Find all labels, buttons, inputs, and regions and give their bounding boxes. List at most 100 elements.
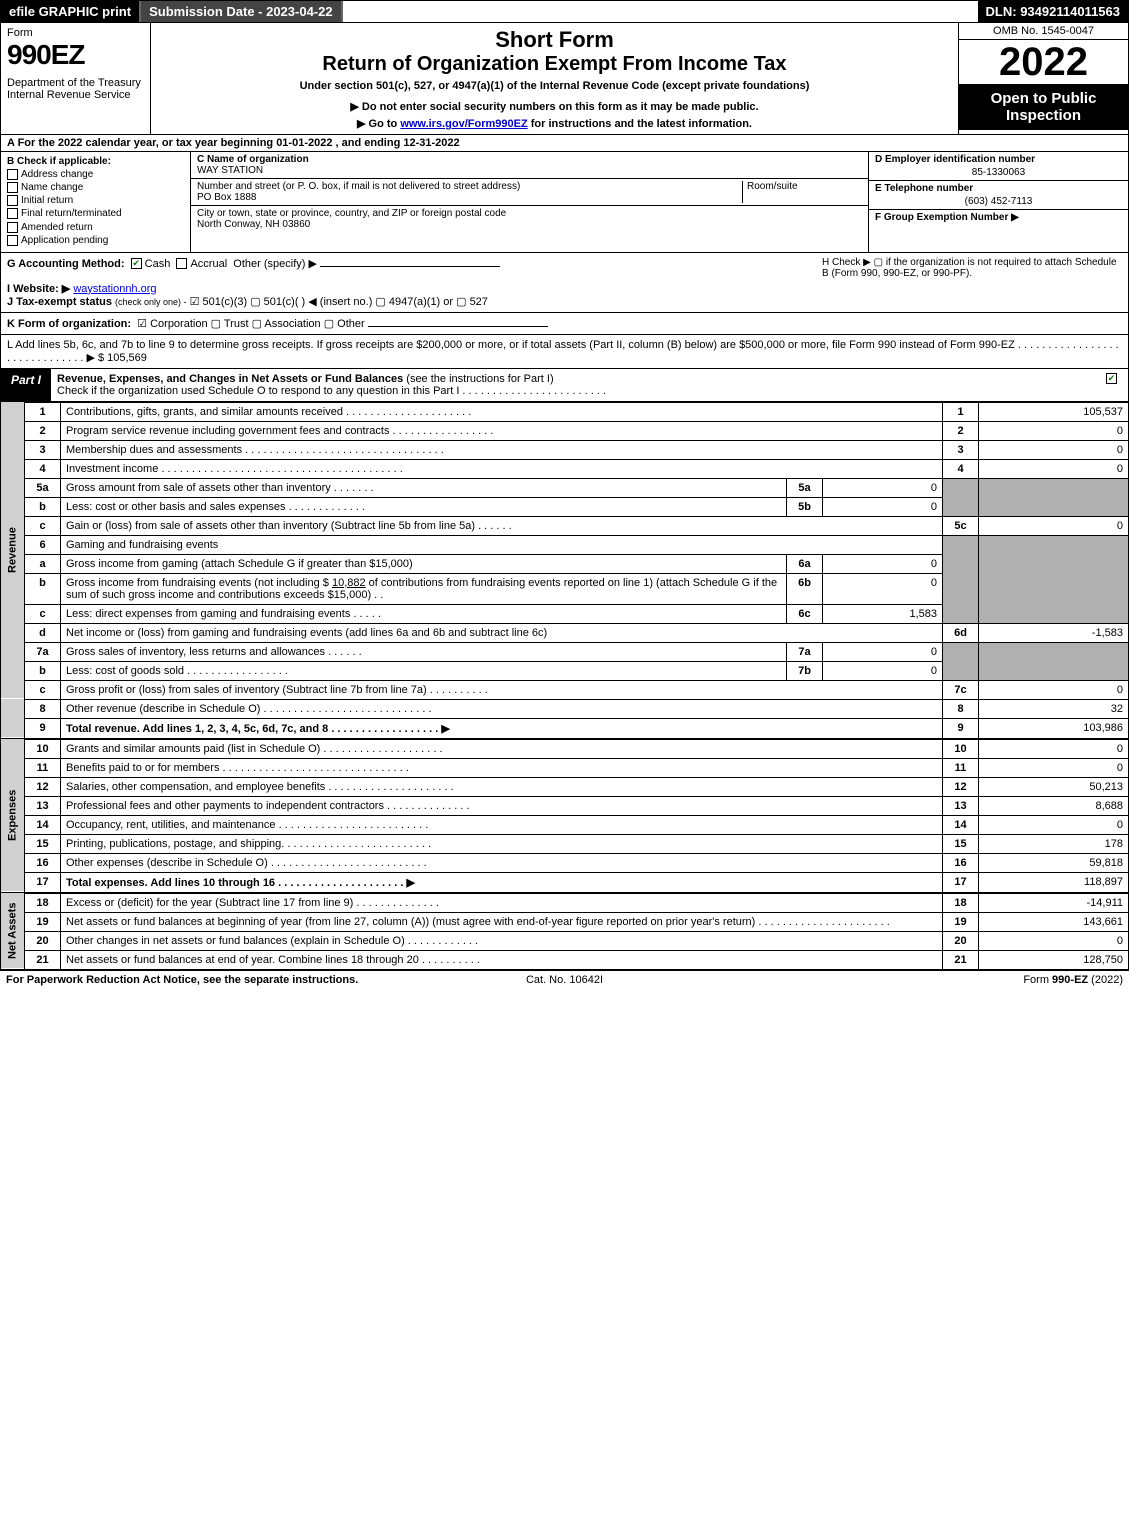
row-g-h: G Accounting Method: Cash Accrual Other … bbox=[0, 253, 1129, 313]
short-form-title: Short Form bbox=[157, 27, 952, 53]
header-right: OMB No. 1545-0047 2022 Open to Public In… bbox=[958, 23, 1128, 134]
city-value: North Conway, NH 03860 bbox=[197, 219, 310, 230]
line-17-desc: Total expenses. Add lines 10 through 16 … bbox=[61, 872, 943, 892]
tax-year: 2022 bbox=[959, 40, 1128, 84]
page-footer: For Paperwork Reduction Act Notice, see … bbox=[0, 970, 1129, 989]
line-7c-value: 0 bbox=[979, 680, 1129, 699]
line-6c-value: 1,583 bbox=[823, 604, 943, 623]
g-other-input[interactable] bbox=[320, 266, 500, 267]
chk-cash[interactable] bbox=[131, 258, 142, 269]
net-assets-table: Net Assets 18 Excess or (deficit) for th… bbox=[0, 893, 1129, 970]
line-17-value: 118,897 bbox=[979, 872, 1129, 892]
open-to-public: Open to Public Inspection bbox=[959, 84, 1128, 130]
efile-print-button[interactable]: efile GRAPHIC print bbox=[1, 1, 139, 22]
chk-name-change[interactable]: Name change bbox=[7, 182, 184, 193]
part-1-check-note: Check if the organization used Schedule … bbox=[57, 385, 606, 397]
goto-post: for instructions and the latest informat… bbox=[528, 118, 752, 130]
line-4-value: 0 bbox=[979, 459, 1129, 478]
form-number: 990EZ bbox=[7, 39, 144, 71]
under-section: Under section 501(c), 527, or 4947(a)(1)… bbox=[157, 80, 952, 92]
dept-label: Department of the Treasury Internal Reve… bbox=[7, 77, 144, 101]
omb-number: OMB No. 1545-0047 bbox=[959, 23, 1128, 40]
line-14-value: 0 bbox=[979, 815, 1129, 834]
line-8-desc: Other revenue (describe in Schedule O) .… bbox=[61, 699, 943, 718]
goto-instructions: ▶ Go to www.irs.gov/Form990EZ for instru… bbox=[157, 117, 952, 130]
k-label: K Form of organization: bbox=[7, 318, 131, 330]
form-label: Form bbox=[7, 27, 144, 39]
part-1-note: (see the instructions for Part I) bbox=[406, 373, 553, 385]
line-8-value: 32 bbox=[979, 699, 1129, 718]
k-other-input[interactable] bbox=[368, 326, 548, 327]
line-1-desc: Contributions, gifts, grants, and simila… bbox=[61, 402, 943, 421]
col-d-e-f: D Employer identification number 85-1330… bbox=[868, 152, 1128, 252]
website-link[interactable]: waystationnh.org bbox=[73, 283, 156, 295]
expenses-table: Expenses 10 Grants and similar amounts p… bbox=[0, 739, 1129, 893]
k-options: ☑ Corporation ▢ Trust ▢ Association ▢ Ot… bbox=[137, 318, 365, 330]
side-net-assets: Net Assets bbox=[1, 893, 25, 969]
line-14-desc: Occupancy, rent, utilities, and maintena… bbox=[61, 815, 943, 834]
chk-initial-return[interactable]: Initial return bbox=[7, 195, 184, 206]
row-l: L Add lines 5b, 6c, and 7b to line 9 to … bbox=[0, 335, 1129, 369]
g-label: G Accounting Method: bbox=[7, 258, 125, 270]
line-19-desc: Net assets or fund balances at beginning… bbox=[61, 912, 943, 931]
irs-link[interactable]: www.irs.gov/Form990EZ bbox=[400, 118, 527, 130]
section-b-through-f: B Check if applicable: Address change Na… bbox=[0, 152, 1129, 253]
header-center: Short Form Return of Organization Exempt… bbox=[151, 23, 958, 134]
top-bar: efile GRAPHIC print Submission Date - 20… bbox=[0, 0, 1129, 23]
col-b-check-applicable: B Check if applicable: Address change Na… bbox=[1, 152, 191, 252]
city-label: City or town, state or province, country… bbox=[197, 208, 506, 219]
line-6b-desc: Gross income from fundraising events (no… bbox=[61, 573, 787, 604]
org-name: WAY STATION bbox=[197, 165, 263, 176]
chk-address-change[interactable]: Address change bbox=[7, 169, 184, 180]
line-6d-value: -1,583 bbox=[979, 623, 1129, 642]
row-a-tax-year: A For the 2022 calendar year, or tax yea… bbox=[0, 135, 1129, 152]
line-6-desc: Gaming and fundraising events bbox=[61, 535, 943, 554]
goto-pre: ▶ Go to bbox=[357, 118, 400, 130]
line-18-desc: Excess or (deficit) for the year (Subtra… bbox=[61, 893, 943, 912]
part-1-schedule-o-check[interactable] bbox=[1106, 373, 1117, 384]
street-value: PO Box 1888 bbox=[197, 192, 256, 203]
line-3-desc: Membership dues and assessments . . . . … bbox=[61, 440, 943, 459]
form-id: Form 990-EZ (2022) bbox=[751, 974, 1123, 986]
row-k: K Form of organization: ☑ Corporation ▢ … bbox=[0, 313, 1129, 335]
line-16-value: 59,818 bbox=[979, 853, 1129, 872]
line-5a-value: 0 bbox=[823, 478, 943, 497]
j-options: ☑ 501(c)(3) ▢ 501(c)( ) ◀ (insert no.) ▢… bbox=[190, 296, 488, 308]
e-phone-label: E Telephone number bbox=[875, 183, 973, 194]
line-7c-desc: Gross profit or (loss) from sales of inv… bbox=[61, 680, 943, 699]
line-5c-value: 0 bbox=[979, 516, 1129, 535]
line-9-value: 103,986 bbox=[979, 718, 1129, 738]
line-2-value: 0 bbox=[979, 421, 1129, 440]
line-15-desc: Printing, publications, postage, and shi… bbox=[61, 834, 943, 853]
line-19-value: 143,661 bbox=[979, 912, 1129, 931]
line-1-value: 105,537 bbox=[979, 402, 1129, 421]
f-group-label: F Group Exemption Number ▶ bbox=[875, 212, 1019, 223]
chk-amended-return[interactable]: Amended return bbox=[7, 222, 184, 233]
j-label: J Tax-exempt status bbox=[7, 296, 112, 308]
line-6a-desc: Gross income from gaming (attach Schedul… bbox=[61, 554, 787, 573]
line-6b-value: 0 bbox=[823, 573, 943, 604]
header-left: Form 990EZ Department of the Treasury In… bbox=[1, 23, 151, 134]
col-c-org-info: C Name of organization WAY STATION Numbe… bbox=[191, 152, 868, 252]
line-5b-desc: Less: cost or other basis and sales expe… bbox=[61, 497, 787, 516]
chk-accrual[interactable] bbox=[176, 258, 187, 269]
ssn-warning: ▶ Do not enter social security numbers o… bbox=[157, 100, 952, 113]
d-ein-label: D Employer identification number bbox=[875, 154, 1035, 165]
revenue-table: Revenue 1 Contributions, gifts, grants, … bbox=[0, 402, 1129, 739]
c-name-label: C Name of organization bbox=[197, 154, 309, 165]
line-6c-desc: Less: direct expenses from gaming and fu… bbox=[61, 604, 787, 623]
line-20-desc: Other changes in net assets or fund bala… bbox=[61, 931, 943, 950]
i-label: I Website: ▶ bbox=[7, 283, 70, 295]
paperwork-notice: For Paperwork Reduction Act Notice, see … bbox=[6, 974, 378, 986]
line-7a-value: 0 bbox=[823, 642, 943, 661]
line-11-desc: Benefits paid to or for members . . . . … bbox=[61, 758, 943, 777]
dln: DLN: 93492114011563 bbox=[978, 1, 1128, 22]
line-6b-fill: 10,882 bbox=[332, 577, 366, 589]
line-15-value: 178 bbox=[979, 834, 1129, 853]
line-16-desc: Other expenses (describe in Schedule O) … bbox=[61, 853, 943, 872]
room-suite-label: Room/suite bbox=[747, 181, 798, 192]
chk-application-pending[interactable]: Application pending bbox=[7, 235, 184, 246]
chk-final-return[interactable]: Final return/terminated bbox=[7, 208, 184, 219]
line-7b-desc: Less: cost of goods sold . . . . . . . .… bbox=[61, 661, 787, 680]
return-title: Return of Organization Exempt From Incom… bbox=[157, 53, 952, 76]
